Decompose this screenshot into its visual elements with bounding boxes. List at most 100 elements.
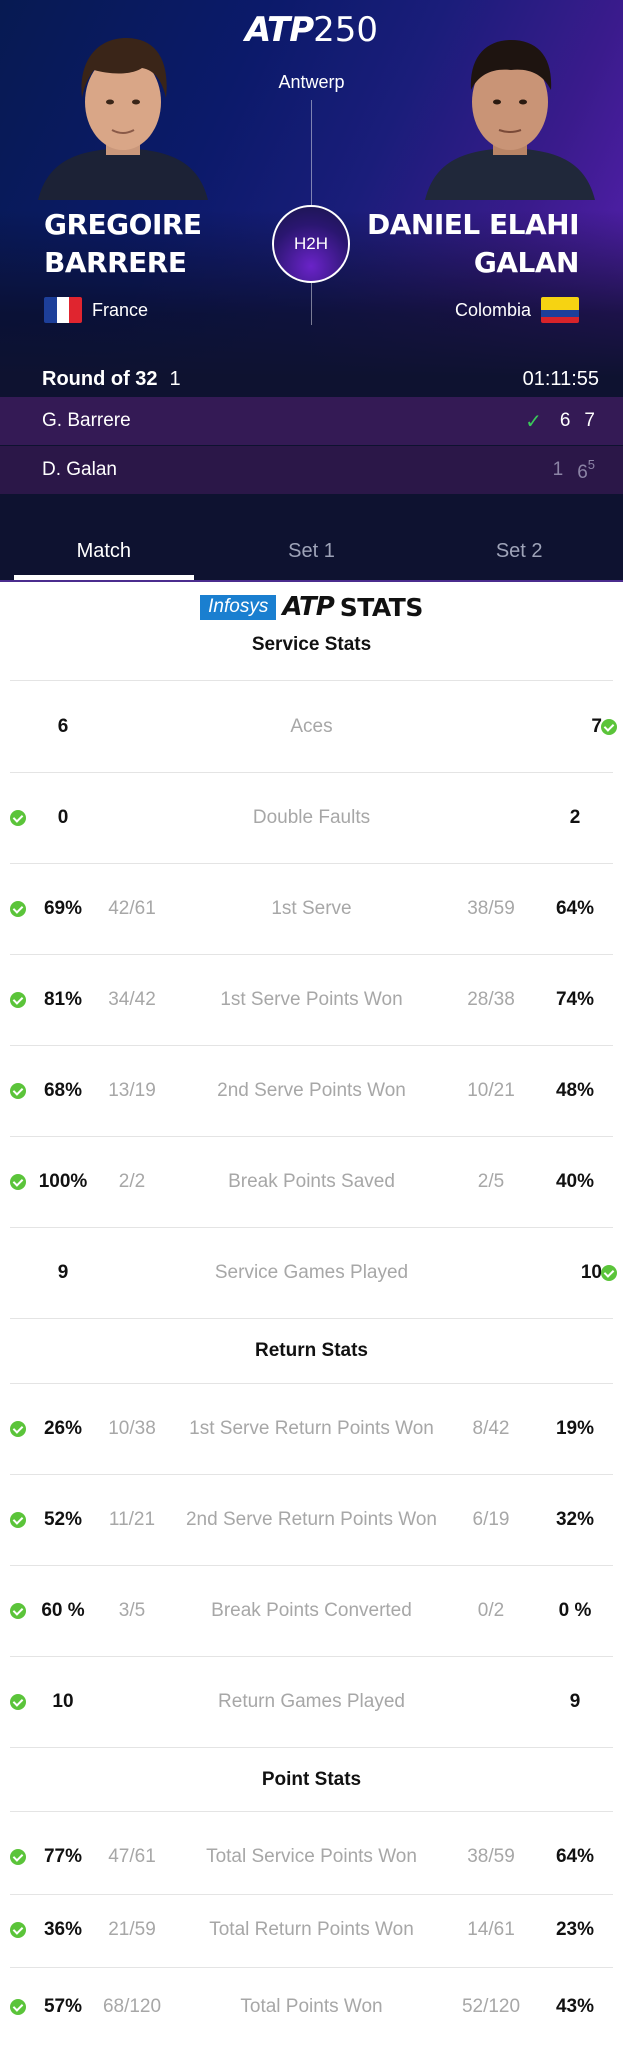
- stat-label: 1st Serve Points Won: [220, 989, 403, 1010]
- score-player1-name: G. Barrere: [42, 410, 131, 431]
- player2-stat-fraction: 8/42: [472, 1418, 510, 1439]
- section-title-points: Point Stats: [261, 1769, 362, 1790]
- set1-score: 1: [552, 459, 564, 480]
- check-icon: [601, 1265, 617, 1281]
- score-row-player1: G. Barrere ✓ 6 7: [0, 397, 623, 445]
- player1-stat-value: 10: [52, 1691, 74, 1712]
- player2-photo[interactable]: [425, 20, 595, 200]
- infosys-logo: Infosys: [200, 594, 277, 620]
- player1-stat-value: 36%: [43, 1919, 83, 1940]
- tab-set-1[interactable]: Set 1: [288, 539, 335, 562]
- set2-score: 65: [577, 456, 595, 483]
- player1-stat-fraction: 68/120: [102, 1996, 162, 2017]
- player1-stat-value: 6: [57, 716, 69, 737]
- stat-label: Aces: [290, 716, 333, 737]
- section-title-return: Return Stats: [255, 1340, 368, 1361]
- player2-first-name: DANIEL ELAHI: [367, 208, 579, 241]
- player1-stat-fraction: 34/42: [108, 989, 156, 1010]
- stat-label: 2nd Serve Points Won: [217, 1080, 406, 1101]
- stat-row: 69% 42/61 1st Serve 38/59 64%: [0, 864, 623, 954]
- check-icon: [601, 719, 617, 735]
- match-info-row: Round of 32 1 01:11:55: [42, 364, 599, 394]
- row-divider: [10, 954, 613, 955]
- player2-stat-fraction: 6/19: [472, 1509, 510, 1530]
- tab-set-2[interactable]: Set 2: [495, 539, 543, 562]
- set1-score: 6: [559, 410, 571, 431]
- h2h-button[interactable]: H2H: [272, 205, 350, 283]
- match-duration: 01:11:55: [522, 367, 599, 390]
- player2-name[interactable]: DANIEL ELAHI GALAN: [367, 206, 579, 282]
- player2-stat-value: 7: [591, 716, 602, 737]
- player1-stat-fraction: 11/21: [108, 1509, 156, 1530]
- player1-stat-value: 60 %: [41, 1600, 85, 1621]
- player1-stat-value: 57%: [43, 1996, 83, 2017]
- check-icon: [10, 1421, 26, 1437]
- check-icon: [10, 1922, 26, 1938]
- row-divider: [10, 1747, 613, 1748]
- atp-logo: ATP: [282, 592, 334, 622]
- stat-row: 60 % 3/5 Break Points Converted 0/2 0 %: [0, 1566, 623, 1656]
- stat-row: 9 Service Games Played 10: [0, 1228, 623, 1318]
- player1-stat-fraction: 10/38: [108, 1418, 156, 1439]
- check-icon: [10, 1999, 26, 2015]
- stat-label: Break Points Converted: [211, 1600, 412, 1621]
- winner-check-icon: ✓: [525, 410, 542, 433]
- stat-row: 100% 2/2 Break Points Saved 2/5 40%: [0, 1137, 623, 1227]
- stat-row: 0 Double Faults 2: [0, 773, 623, 863]
- score-player1-sets: ✓ 6 7: [525, 409, 595, 434]
- row-divider: [10, 1894, 613, 1895]
- player2-stat-fraction: 0/2: [477, 1600, 505, 1621]
- match-header: ATP250 Antwerp H2H GREGOIRE BARRERE DANI…: [0, 0, 623, 582]
- stat-label: Break Points Saved: [228, 1171, 395, 1192]
- stat-label: Service Games Played: [214, 1262, 409, 1283]
- player1-stat-value: 81%: [43, 989, 83, 1010]
- player2-stat-value: 10: [580, 1262, 602, 1283]
- stat-label: Total Return Points Won: [209, 1919, 414, 1940]
- player2-stat-fraction: 2/5: [477, 1171, 505, 1192]
- tab-match[interactable]: Match: [0, 520, 208, 582]
- stat-row: 57% 68/120 Total Points Won 52/120 43%: [0, 1970, 623, 2044]
- player1-stat-fraction: 47/61: [108, 1846, 156, 1867]
- player1-name[interactable]: GREGOIRE BARRERE: [44, 206, 202, 282]
- player2-stat-value: 9: [569, 1691, 581, 1712]
- player2-last-name: GALAN: [473, 246, 580, 279]
- player2-stat-fraction: 38/59: [467, 1846, 515, 1867]
- player1-stat-value: 100%: [38, 1171, 88, 1192]
- check-icon: [10, 1083, 26, 1099]
- tiebreak-score: 5: [587, 456, 595, 472]
- check-icon: [10, 810, 26, 826]
- player2-stat-value: 40%: [555, 1171, 595, 1192]
- player2-stat-value: 23%: [555, 1919, 595, 1940]
- check-icon: [10, 992, 26, 1008]
- section-title-service: Service Stats: [251, 634, 372, 655]
- tournament-venue: Antwerp: [278, 72, 345, 92]
- row-divider: [10, 1967, 613, 1968]
- center-divider-top: [311, 100, 312, 205]
- row-divider: [10, 1383, 613, 1384]
- center-divider-bottom: [311, 283, 312, 325]
- stat-label: 2nd Serve Return Points Won: [185, 1509, 437, 1530]
- stat-row: 6 Aces 7: [0, 682, 623, 772]
- round-label: Round of 32: [42, 367, 158, 390]
- player2-stat-value: 74%: [555, 989, 595, 1010]
- player1-photo[interactable]: [38, 20, 208, 200]
- check-icon: [10, 901, 26, 917]
- colombia-flag-icon: [541, 297, 579, 323]
- row-divider: [10, 1136, 613, 1137]
- stat-label: Double Faults: [252, 807, 371, 828]
- player2-stat-fraction: 28/38: [467, 989, 515, 1010]
- player1-stat-value: 69%: [43, 898, 83, 919]
- player1-stat-value: 0: [57, 807, 69, 828]
- player2-stat-fraction: 38/59: [467, 898, 515, 919]
- player1-stat-value: 52%: [43, 1509, 83, 1530]
- player2-country-label: Colombia: [454, 299, 531, 320]
- player1-stat-value: 77%: [43, 1846, 83, 1867]
- player2-stat-value: 19%: [555, 1418, 595, 1439]
- stat-label: 1st Serve: [271, 898, 352, 919]
- row-divider: [10, 1045, 613, 1046]
- row-divider: [10, 1656, 613, 1657]
- stat-row: 81% 34/42 1st Serve Points Won 28/38 74%: [0, 955, 623, 1045]
- set2-score: 7: [584, 410, 595, 431]
- player2-stat-value: 48%: [555, 1080, 595, 1101]
- player2-stat-value: 43%: [555, 1996, 595, 2017]
